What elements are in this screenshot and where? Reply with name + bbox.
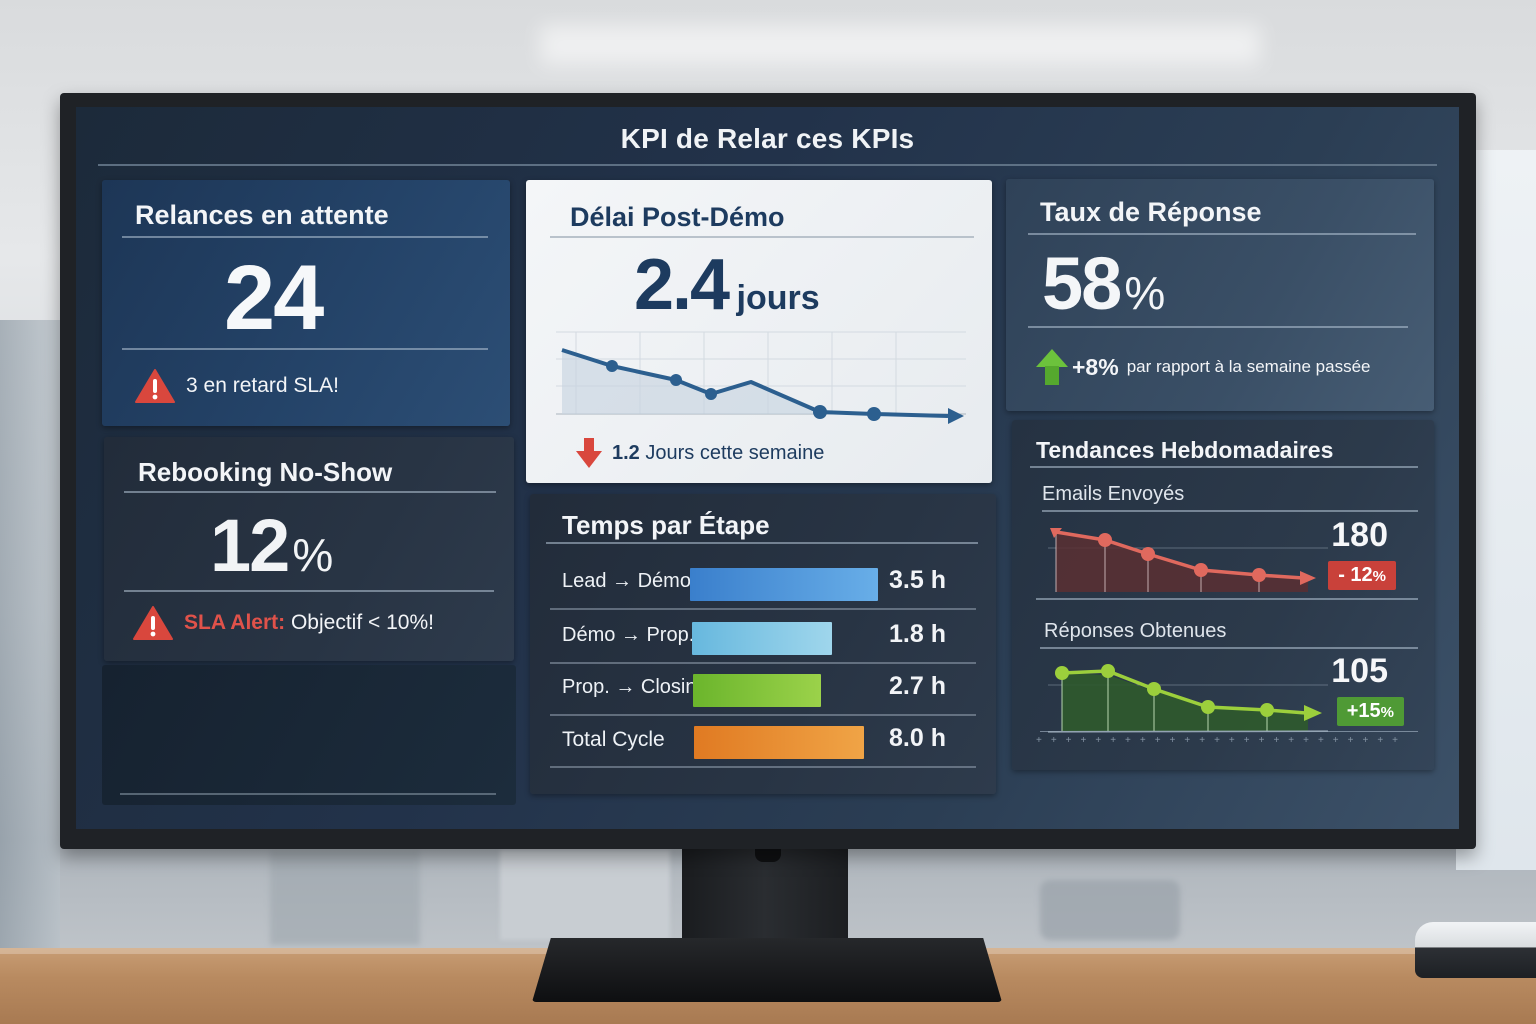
arrow-down-icon [576, 438, 602, 468]
monitor-stand-base [532, 938, 1002, 1002]
stage-label: Démo → Prop. [562, 624, 695, 646]
divider [1036, 598, 1418, 600]
trend-value: 1.2 [612, 441, 640, 464]
dashboard-title: KPI de Relar ces KPIs [620, 123, 915, 154]
background-pillar [0, 320, 60, 960]
replies-change-badge: +15% [1336, 697, 1404, 726]
divider [122, 348, 488, 350]
divider [1030, 466, 1418, 468]
title-divider [98, 164, 1437, 166]
empty-panel [102, 665, 516, 805]
card-noshow-rebooking[interactable]: Rebooking No-Show 12% SLA Alert: Objecti… [104, 437, 514, 661]
emails-sparkline [1048, 528, 1328, 592]
stage-row: Lead → Démo 3.5 h [550, 558, 976, 610]
card-weekly-trends[interactable]: Tendances Hebdomadaires Emails Envoyés [1012, 420, 1434, 770]
percent-sign: % [292, 529, 334, 581]
divider [120, 793, 496, 795]
stage-bar [694, 726, 864, 759]
background-partition [500, 850, 670, 940]
divider [1040, 647, 1418, 649]
divider [124, 590, 494, 592]
arrow-up-icon [1036, 349, 1068, 385]
card-response-rate[interactable]: Taux de Réponse 58% +8% par rapport à la… [1006, 179, 1434, 411]
card-pending-followups[interactable]: Relances en attente 24 3 en retard SLA! [102, 180, 510, 426]
background-cabinet [270, 850, 420, 945]
replies-label: Réponses Obtenues [1044, 620, 1227, 642]
delay-unit: jours [736, 279, 820, 317]
card-post-demo-delay[interactable]: Délai Post-Démo 2.4 jours [526, 180, 992, 483]
alert-text: 3 en retard SLA! [186, 374, 339, 397]
stage-row: Total Cycle 8.0 h [550, 716, 976, 768]
card-title: Rebooking No-Show [138, 457, 393, 487]
percent-sign: % [1380, 704, 1394, 721]
response-rate: 58% [1042, 241, 1165, 326]
card-title: Délai Post-Démo [570, 202, 785, 232]
percent-sign: % [1372, 568, 1386, 585]
emails-count: 180 [1331, 516, 1388, 554]
warning-triangle-icon [135, 369, 175, 403]
warning-triangle-icon [133, 606, 173, 640]
stage-label: Lead → Démo [562, 570, 691, 592]
stage-value: 1.8 h [889, 620, 946, 648]
emails-label: Emails Envoyés [1042, 483, 1185, 505]
delay-trend: 1.2 Jours cette semaine [576, 438, 824, 468]
desk-device [1415, 922, 1536, 978]
pending-count: 24 [224, 247, 324, 349]
card-time-per-stage[interactable]: Temps par Étape Lead → Démo 3.5 h Démo →… [530, 494, 996, 794]
card-title: Tendances Hebdomadaires [1036, 437, 1334, 463]
divider [546, 542, 978, 544]
stage-row: Prop. → Closing 2.7 h [550, 664, 976, 716]
replies-change: +15 [1346, 700, 1381, 722]
stage-value: 2.7 h [889, 672, 946, 700]
card-title: Taux de Réponse [1040, 197, 1262, 227]
response-trend: +8% par rapport à la semaine passée [1036, 349, 1371, 385]
noshow-rate: 12% [210, 503, 333, 588]
sla-alert-label: SLA Alert: [184, 611, 286, 634]
stage-label: Total Cycle [562, 728, 665, 751]
divider [1040, 731, 1418, 732]
dashboard-screen: KPI de Relar ces KPIs Relances en attent… [76, 107, 1459, 829]
delay-trend-chart [556, 331, 966, 424]
emails-change-badge: - 12% [1328, 561, 1396, 590]
stage-bar [690, 568, 878, 601]
divider [1042, 510, 1418, 512]
divider [1028, 233, 1416, 235]
stage-bar [693, 674, 821, 707]
divider [1028, 326, 1408, 328]
trend-text: Jours cette semaine [645, 441, 825, 464]
card-title: Relances en attente [135, 200, 389, 230]
stage-bar [692, 622, 832, 655]
stage-label: Prop. → Closing [562, 676, 708, 698]
stage-value: 8.0 h [889, 724, 946, 752]
sla-alert: SLA Alert: Objectif < 10%! [132, 605, 434, 641]
sla-alert: 3 en retard SLA! [134, 368, 339, 404]
divider [122, 236, 488, 238]
stage-value: 3.5 h [889, 566, 946, 594]
trend-value: +8% [1072, 353, 1119, 380]
monitor: KPI de Relar ces KPIs Relances en attent… [60, 93, 1476, 849]
axis-ticks: +++++++++++++++++++++++++ [1036, 735, 1407, 746]
divider [124, 491, 496, 493]
trend-text: par rapport à la semaine passée [1126, 357, 1371, 376]
alert-text: Objectif < 10%! [290, 611, 434, 634]
divider [550, 236, 974, 238]
response-rate-value: 58 [1042, 242, 1122, 325]
delay-number: 2.4 [634, 245, 730, 325]
delay-value: 2.4 jours [634, 244, 820, 326]
percent-sign: % [1124, 267, 1166, 319]
background-chair [1040, 880, 1180, 940]
emails-change: - 12 [1338, 564, 1373, 586]
card-title: Temps par Étape [562, 510, 770, 540]
stage-row: Démo → Prop. 1.8 h [550, 612, 976, 664]
replies-count: 105 [1331, 652, 1388, 690]
ceiling-light [540, 25, 1260, 65]
noshow-rate-value: 12 [210, 504, 290, 587]
